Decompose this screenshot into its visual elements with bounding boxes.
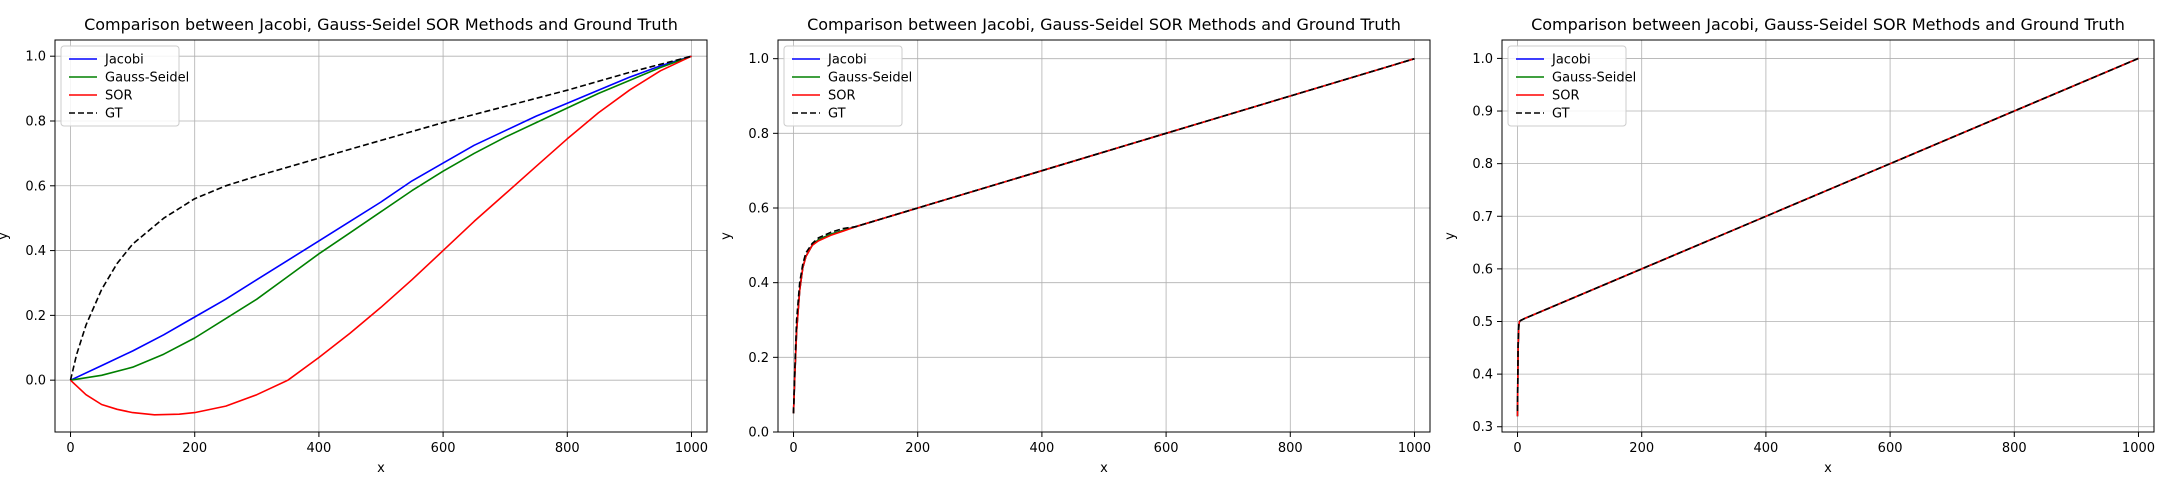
y-tick-label: 0.9 <box>1472 105 1493 120</box>
legend-label: SOR <box>105 89 133 104</box>
x-tick-label: 0 <box>1513 441 1521 456</box>
x-tick-label: 800 <box>555 441 580 456</box>
x-axis-label: x <box>1100 461 1108 476</box>
y-tick-label: 0.8 <box>748 127 769 142</box>
series-line-gt <box>1516 57 2139 412</box>
x-tick-label: 0 <box>789 441 797 456</box>
legend-label: Jacobi <box>827 53 867 68</box>
legend-label: Gauss-Seidel <box>828 71 912 86</box>
legend-label: GT <box>828 107 846 122</box>
legend-label: Gauss-Seidel <box>105 71 189 86</box>
legend-box <box>783 45 903 127</box>
legend-label: Jacobi <box>1551 53 1591 68</box>
y-tick-label: 0.0 <box>748 426 769 441</box>
chart-panel-2: 0 200 400 600 800 1000 0.0 0.2 0.4 0.6 0.8 1.0 Compa… <box>719 15 1431 476</box>
x-tick-label: 1000 <box>1398 441 1431 456</box>
chart-title: Comparison between Jacobi, Gauss-Seidel … <box>1531 15 2125 34</box>
y-tick-label: 0.3 <box>1472 420 1493 435</box>
y-tick-label: 0.6 <box>25 179 46 194</box>
x-tick-label: 200 <box>905 441 930 456</box>
plot-frame <box>54 39 708 433</box>
y-tick-label: 1.0 <box>748 52 769 67</box>
x-tick-label: 600 <box>431 441 456 456</box>
legend: Jacobi Gauss-Seidel SOR GT <box>1507 45 1636 127</box>
legend-label: Jacobi <box>104 53 144 68</box>
x-tick-label: 600 <box>1878 441 1903 456</box>
x-tick-label: 1000 <box>675 441 708 456</box>
x-tick-label: 200 <box>182 441 207 456</box>
y-axis-label: y <box>719 232 734 240</box>
legend-label: Gauss-Seidel <box>1552 71 1636 86</box>
y-axis-label: y <box>0 232 11 240</box>
legend: Jacobi Gauss-Seidel SOR GT <box>783 45 912 127</box>
y-tick-label: 1.0 <box>25 50 46 65</box>
series-line-jacobi <box>70 55 692 381</box>
y-tick-label: 1.0 <box>1472 52 1493 67</box>
y-tick-label: 0.7 <box>1472 210 1493 225</box>
x-tick-label: 0 <box>66 441 74 456</box>
chart-title: Comparison between Jacobi, Gauss-Seidel … <box>807 15 1401 34</box>
series-line-gt <box>792 57 1415 414</box>
x-tick-label: 600 <box>1154 441 1179 456</box>
x-tick-label: 1000 <box>2122 441 2155 456</box>
x-axis-label: x <box>1824 461 1832 476</box>
legend-box <box>60 45 180 127</box>
legend-label: SOR <box>1552 89 1580 104</box>
x-tick-label: 200 <box>1629 441 1654 456</box>
chart-panel-1: 0 200 400 600 800 1000 0.0 0.2 0.4 0.6 0.8 1.0 Compa… <box>0 15 708 476</box>
y-tick-label: 0.4 <box>25 244 46 259</box>
y-tick-label: 0.8 <box>1472 157 1493 172</box>
y-tick-label: 0.2 <box>25 309 46 324</box>
legend: Jacobi Gauss-Seidel SOR GT <box>60 45 189 127</box>
y-tick-label: 0.0 <box>25 374 46 389</box>
chart-panel-3: 0 200 400 600 800 1000 0.3 0.4 0.5 0.6 0.7 0.8 0.9 1.… <box>1443 15 2155 476</box>
series-line-gt <box>69 55 692 381</box>
y-axis-label: y <box>1443 232 1458 240</box>
x-tick-label: 400 <box>306 441 331 456</box>
y-tick-label: 0.6 <box>1472 262 1493 277</box>
plot-frame <box>777 39 1431 433</box>
x-axis-label: x <box>377 461 385 476</box>
plot-frame <box>1501 39 2155 433</box>
y-tick-label: 0.5 <box>1472 315 1493 330</box>
y-tick-label: 0.2 <box>748 351 769 366</box>
legend-label: GT <box>1552 107 1570 122</box>
y-tick-label: 0.4 <box>748 276 769 291</box>
series-line-sor <box>69 55 692 416</box>
y-tick-label: 0.4 <box>1472 368 1493 383</box>
series-line-gauss-seidel <box>70 55 692 381</box>
legend-label: SOR <box>828 89 856 104</box>
y-tick-label: 0.8 <box>25 114 46 129</box>
x-tick-label: 800 <box>1278 441 1303 456</box>
legend-box <box>1507 45 1627 127</box>
y-tick-label: 0.6 <box>748 202 769 217</box>
chart-title: Comparison between Jacobi, Gauss-Seidel … <box>84 15 678 34</box>
x-tick-label: 800 <box>2002 441 2027 456</box>
legend-label: GT <box>105 107 123 122</box>
x-tick-label: 400 <box>1753 441 1778 456</box>
x-tick-label: 400 <box>1029 441 1054 456</box>
